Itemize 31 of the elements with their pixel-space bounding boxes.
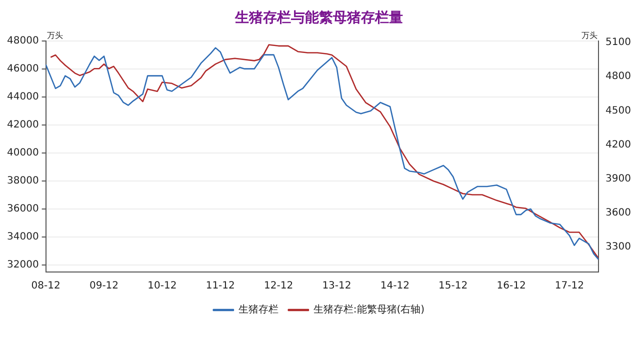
y-tick-label: 34000 [7, 232, 39, 243]
y-tick-label: 44000 [7, 91, 39, 102]
x-tick-label: 08-12 [31, 280, 60, 292]
y2-tick-label: 3900 [606, 173, 632, 184]
y-tick-label: 46000 [7, 63, 39, 74]
x-tick-label: 16-12 [496, 280, 526, 292]
y2-axis-title: 万头 [582, 30, 598, 40]
y2-tick-label: 4500 [606, 105, 632, 116]
y2-tick-label: 4800 [606, 71, 632, 82]
x-tick-label: 14-12 [380, 280, 410, 292]
x-tick-label: 17-12 [554, 280, 584, 292]
x-tick-label: 09-12 [89, 280, 119, 292]
x-tick-label: 12-12 [264, 280, 294, 292]
y2-tick-label: 3300 [606, 242, 632, 253]
legend-label: 生猪存栏:能繁母猪(右轴) [313, 304, 425, 316]
x-tick-label: 10-12 [148, 280, 177, 292]
y-tick-label: 36000 [7, 204, 39, 215]
y-tick-label: 42000 [7, 119, 39, 130]
y-tick-label: 40000 [7, 147, 39, 158]
y2-tick-label: 4200 [606, 139, 632, 150]
y-axis-title: 万头 [46, 30, 63, 40]
chart-title: 生猪存栏与能繁母猪存栏量 [234, 10, 403, 26]
y-tick-label: 48000 [7, 35, 39, 46]
legend-label: 生猪存栏 [238, 304, 278, 316]
y2-tick-label: 3600 [606, 208, 632, 219]
y-tick-label: 38000 [7, 176, 39, 187]
x-tick-label: 11-12 [206, 280, 235, 292]
x-tick-label: 15-12 [438, 280, 468, 292]
y-tick-label: 32000 [7, 260, 39, 271]
y2-tick-label: 5100 [606, 37, 632, 48]
x-tick-label: 13-12 [322, 280, 352, 292]
